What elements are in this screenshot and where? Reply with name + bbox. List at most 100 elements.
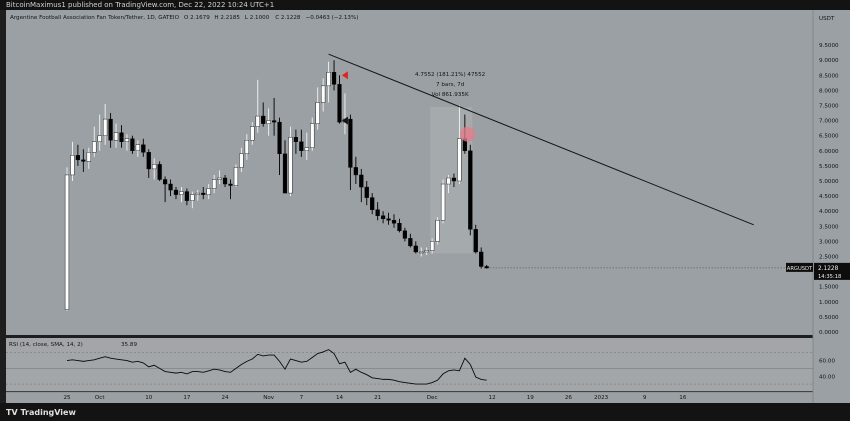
time-tick-label: 19 — [527, 395, 535, 401]
candle-body — [233, 167, 239, 186]
price-tick-label: 4.0000 — [819, 209, 839, 215]
candle-body — [162, 179, 168, 185]
price-tick-label: 6.0000 — [819, 149, 839, 155]
candle-body — [424, 250, 429, 253]
price-axis — [813, 10, 850, 403]
candle-body — [473, 229, 478, 253]
time-tick-label: 12 — [489, 395, 496, 401]
measure-label: 4.7552 (181.21%) 47552 — [415, 72, 485, 78]
candle-body — [430, 241, 435, 251]
rsi-tick-label: 40.00 — [819, 374, 835, 380]
price-tick-label: 2.5000 — [819, 255, 839, 261]
candle-body — [331, 72, 337, 85]
tradingview-logo[interactable]: 𝗧𝗩 TradingView — [6, 408, 76, 417]
candle-body — [135, 144, 140, 151]
price-tick-label: 3.5000 — [819, 224, 839, 230]
bar-countdown: 14:35:18 — [818, 274, 841, 280]
candle-body — [173, 189, 179, 195]
candle-body — [97, 135, 102, 142]
candle-body — [81, 159, 86, 162]
arrow-marker-icon — [341, 116, 348, 125]
candle-body — [195, 192, 200, 195]
time-tick-label: Oct — [95, 395, 105, 401]
last-price-value: 2.1228 — [818, 266, 839, 272]
candle-body — [92, 141, 97, 153]
price-tick-label: 0.5000 — [819, 315, 839, 321]
ohlc-value: H 2.2185 — [214, 15, 240, 21]
candle-body — [435, 220, 440, 242]
candle-body — [397, 223, 402, 232]
price-tick-label: 8.0000 — [819, 88, 839, 94]
symbol-label: ARGUSDT — [787, 266, 813, 272]
breakout-circle — [460, 126, 476, 142]
measure-label: Vol 861.935K — [432, 92, 469, 98]
candle-body — [386, 218, 391, 221]
time-tick-label: 24 — [221, 395, 229, 401]
candle-body — [108, 118, 113, 141]
candle-body — [250, 126, 255, 141]
time-tick-label: 17 — [183, 395, 191, 401]
candle-body — [375, 209, 380, 216]
candle-body — [113, 132, 119, 141]
ohlc-value: C 2.1228 — [275, 15, 301, 21]
tv-icon: 𝗧𝗩 — [6, 408, 21, 417]
candle-body — [370, 197, 375, 210]
candle-body — [228, 183, 233, 186]
footer: 𝗧𝗩 TradingView — [0, 403, 850, 421]
price-tick-label: 9.5000 — [819, 43, 839, 49]
candle-body — [315, 102, 320, 124]
candle-body — [190, 194, 195, 201]
candle-body — [451, 177, 457, 182]
candle-body — [299, 141, 304, 152]
time-tick-label: 7 — [300, 395, 304, 401]
candle-body — [157, 164, 162, 180]
trendline — [328, 53, 754, 226]
rsi-pane — [6, 338, 813, 391]
time-tick-label: 10 — [145, 395, 153, 401]
publish-bar: BitcoinMaximus1 published on TradingView… — [0, 0, 850, 10]
price-tick-label: 1.0000 — [819, 300, 839, 306]
candle-body — [413, 245, 418, 253]
price-tick-label: 9.0000 — [819, 58, 839, 64]
rsi-line — [66, 349, 487, 385]
price-tick-label: 5.5000 — [819, 164, 839, 170]
candle-body — [141, 144, 146, 153]
candle-body — [75, 155, 80, 161]
candle-body — [468, 150, 473, 230]
candle-body — [277, 121, 282, 155]
rsi-tick-label: 60.00 — [819, 359, 835, 365]
candle-body — [261, 115, 266, 124]
price-tick-label: 3.0000 — [819, 239, 839, 245]
ohlc-value: L 2.1000 — [245, 15, 270, 21]
candle-body — [212, 179, 217, 189]
candle-body — [310, 123, 315, 148]
candle-body — [103, 118, 108, 136]
time-tick-label: 9 — [643, 395, 647, 401]
candle-body — [124, 138, 130, 142]
price-tick-label: 5.0000 — [819, 179, 839, 185]
candle-body — [479, 251, 484, 267]
candle-body — [359, 174, 364, 188]
candle-body — [201, 192, 206, 195]
price-tick-label: 1.5000 — [819, 285, 839, 291]
candle-body — [364, 186, 369, 198]
candle-body — [222, 177, 228, 185]
candle-body — [304, 147, 309, 151]
time-tick-label: 26 — [565, 395, 573, 401]
price-tick-label: 7.0000 — [819, 119, 839, 125]
candle-body — [146, 152, 151, 170]
chart-title: Argentine Football Association Fan Token… — [10, 15, 180, 21]
time-tick-label: 21 — [374, 395, 382, 401]
candle-body — [293, 137, 298, 142]
measure-label: 7 bars, 7d — [436, 82, 465, 88]
candle-body — [337, 84, 342, 123]
price-tick-label: 8.5000 — [819, 73, 839, 79]
candle-body — [255, 115, 260, 127]
candle-body — [440, 183, 446, 221]
price-tick-label: 6.5000 — [819, 134, 839, 140]
time-axis — [6, 392, 813, 403]
candle-body — [419, 251, 424, 254]
candle-body — [152, 164, 157, 170]
candle-body — [206, 188, 211, 195]
